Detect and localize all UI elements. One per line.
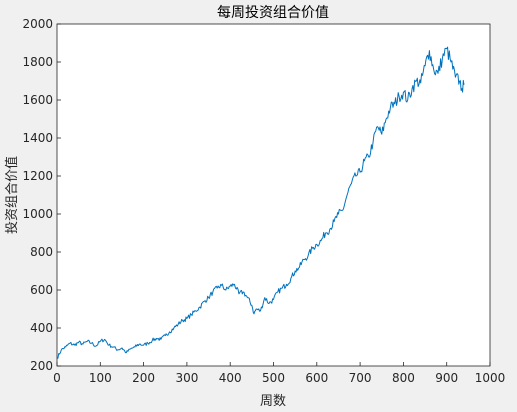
y-axis-label: 投资组合价值 — [4, 156, 20, 234]
x-tick-label: 200 — [132, 371, 155, 385]
x-tick-label: 500 — [262, 371, 285, 385]
x-tick-label: 600 — [305, 371, 328, 385]
series-line — [56, 46, 465, 359]
x-tick-label: 900 — [435, 371, 458, 385]
x-tick-label: 700 — [349, 371, 372, 385]
x-tick-label: 400 — [219, 371, 242, 385]
y-tick-label: 400 — [30, 321, 53, 335]
y-tick-label: 1400 — [22, 131, 53, 145]
x-axis-label: 周数 — [260, 394, 286, 409]
x-tick-label: 800 — [392, 371, 415, 385]
x-axis: 0 100 200 300 400 500 600 700 800 900 1000 — [53, 362, 505, 385]
y-tick-label: 1600 — [22, 93, 53, 107]
y-tick-label: 2000 — [22, 17, 53, 31]
y-tick-label: 800 — [30, 245, 53, 259]
x-tick-label: 100 — [89, 371, 112, 385]
y-tick-label: 1800 — [22, 55, 53, 69]
chart-title: 每周投资组合价值 — [217, 5, 329, 21]
x-tick-label: 1000 — [475, 371, 506, 385]
x-tick-label: 300 — [175, 371, 198, 385]
y-tick-label: 1000 — [22, 207, 53, 221]
x-tick-label: 0 — [53, 371, 61, 385]
plot-area — [56, 23, 491, 367]
y-tick-label: 1200 — [22, 169, 53, 183]
y-tick-label: 200 — [30, 359, 53, 373]
y-axis: 200 400 600 800 1000 1200 1400 1600 1800 2000 — [22, 17, 61, 373]
y-tick-label: 600 — [30, 283, 53, 297]
